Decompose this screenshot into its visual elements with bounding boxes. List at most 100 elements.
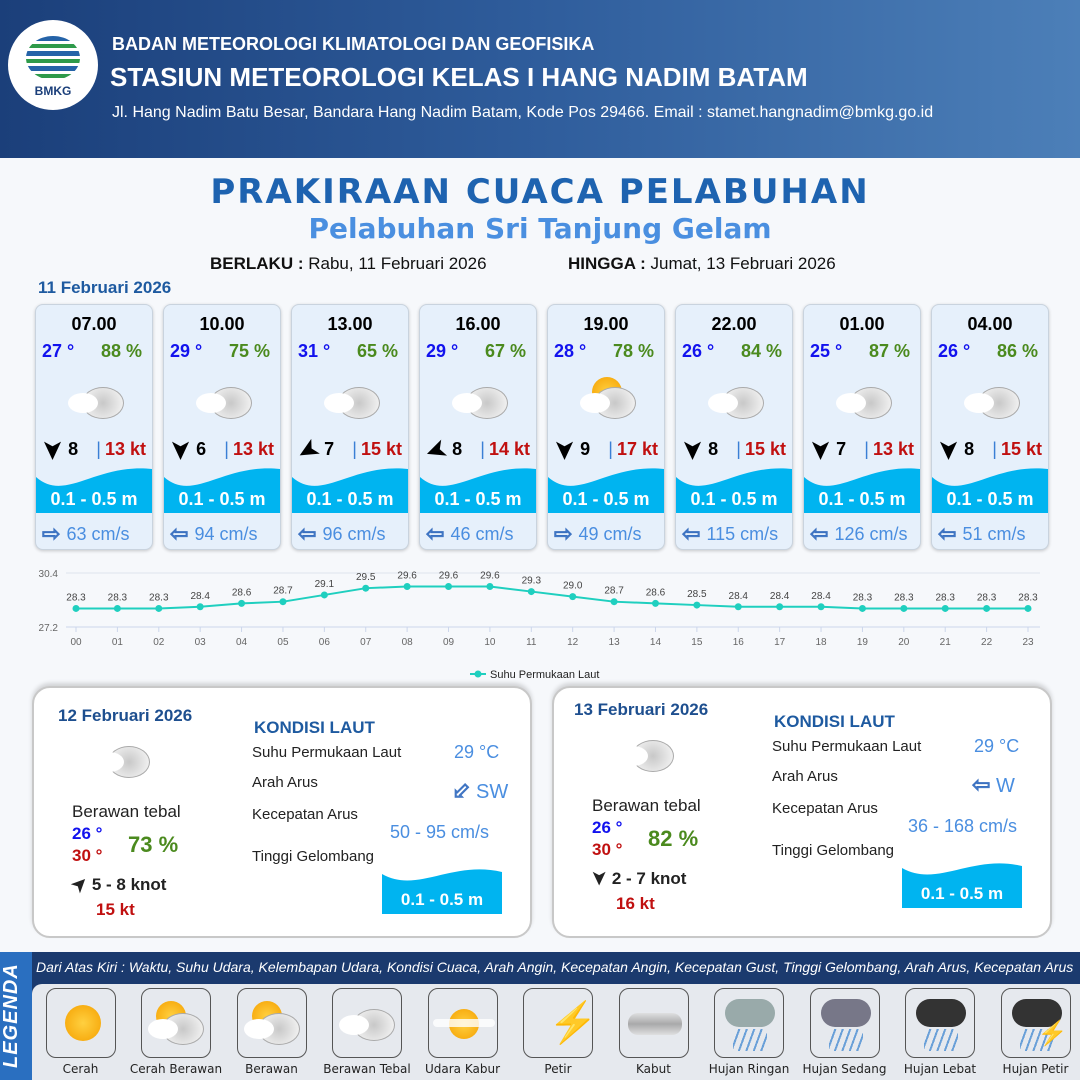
- data-label: 29.6: [397, 571, 417, 582]
- cerah-berawan-icon: [141, 988, 211, 1058]
- sst-value: 29 °C: [454, 742, 500, 762]
- x-tick: 17: [774, 637, 786, 648]
- forecast-card[interactable]: 01.00 25 ° 87 % ➤ 7 | 13 kt 0.1 - 0.5 m ⇦ 1…: [803, 304, 921, 550]
- wave-icon: [902, 863, 1022, 908]
- gust-speed: 13 kt: [232, 439, 274, 459]
- data-label: 28.3: [149, 592, 169, 603]
- air-temp: 25 °: [810, 341, 843, 361]
- legend-marker: [474, 670, 482, 678]
- wave-icon: [382, 869, 502, 914]
- forecast-time: 10.00: [199, 314, 245, 334]
- wave-height: 0.1 - 0.5 m: [178, 489, 266, 509]
- wave-height: 0.1 - 0.5 m: [562, 489, 650, 509]
- station-name: STASIUN METEOROLOGI KELAS I HANG NADIM B…: [110, 62, 808, 92]
- data-point: [651, 599, 659, 607]
- forecast-time: 04.00: [967, 314, 1013, 334]
- current-speed: 96 cm/s: [322, 523, 386, 544]
- sst-label: Suhu Permukaan Laut: [772, 738, 922, 755]
- current-arrow-icon: ⇦: [971, 772, 991, 798]
- data-point: [900, 604, 908, 612]
- legend-description: Dari Atas Kiri : Waktu, Suhu Udara, Kele…: [36, 959, 1074, 975]
- forecast-time: 22.00: [711, 314, 757, 334]
- temp-min: 26 °: [592, 818, 623, 837]
- gust-speed: 13 kt: [872, 439, 914, 459]
- x-tick: 13: [609, 637, 621, 648]
- header-banner: BMKG BADAN METEOROLOGI KLIMATOLOGI DAN G…: [0, 0, 1080, 158]
- data-point: [983, 604, 991, 612]
- y-tick: 30.4: [39, 569, 59, 580]
- data-point: [445, 583, 453, 590]
- wave-height: 0.1 - 0.5 m: [434, 489, 522, 509]
- current-speed: 46 cm/s: [450, 523, 514, 544]
- wind-direction-icon: ➤: [39, 439, 67, 460]
- air-temp: 29 °: [426, 341, 459, 361]
- forecast-card[interactable]: 19.00 28 ° 78 % ➤ 9 | 17 kt 0.1 - 0.5 m ⇨ 4…: [547, 304, 665, 550]
- legend-item-udara-kabur: Udara Kabur: [415, 988, 510, 1076]
- forecast-card[interactable]: 16.00 29 ° 67 % ➤ 8 | 14 kt 0.1 - 0.5 m ⇦ 4…: [419, 304, 537, 550]
- current-arrow-icon: ⇦: [445, 775, 477, 807]
- wind-direction-icon: ➤: [679, 439, 707, 460]
- humidity: 88 %: [100, 341, 142, 361]
- humidity: 65 %: [356, 341, 398, 361]
- condition: Berawan tebal: [72, 802, 181, 821]
- air-temp: 31 °: [298, 341, 331, 361]
- weather-cloud-icon: [450, 377, 514, 421]
- x-tick: 05: [277, 637, 289, 648]
- x-tick: 16: [733, 637, 745, 648]
- port-name: Pelabuhan Sri Tanjung Gelam: [308, 212, 772, 245]
- x-tick: 07: [360, 637, 372, 648]
- legend: LEGENDA Dari Atas Kiri : Waktu, Suhu Uda…: [0, 952, 1080, 1080]
- data-point: [196, 603, 204, 611]
- x-tick: 18: [815, 637, 827, 648]
- page-title: PRAKIRAAN CUACA PELABUHAN: [210, 172, 870, 212]
- weather-cloud-icon: [66, 377, 130, 421]
- panel-date: 13 Februari 2026: [574, 700, 709, 719]
- humidity: 86 %: [996, 341, 1038, 361]
- bmkg-logo: BMKG: [8, 20, 98, 110]
- wind-direction-icon: ➤: [589, 870, 610, 886]
- x-tick: 22: [981, 637, 993, 648]
- current-speed: 51 cm/s: [962, 523, 1026, 544]
- current-arrow-icon: ⇦: [169, 521, 189, 547]
- x-tick: 00: [70, 637, 82, 648]
- current-dir-label: Arah Arus: [252, 774, 318, 791]
- wave-label: Tinggi Gelombang: [252, 848, 375, 865]
- humidity: 67 %: [484, 341, 526, 361]
- current-arrow-icon: ⇦: [937, 521, 957, 547]
- current-speed: 94 cm/s: [194, 523, 258, 544]
- wind-speed: 7: [836, 439, 847, 459]
- forecast-card[interactable]: 04.00 26 ° 86 % ➤ 8 | 15 kt 0.1 - 0.5 m ⇦ 5…: [931, 304, 1049, 550]
- wind-speed: 8: [68, 439, 79, 459]
- kondisi-laut-heading: KONDISI LAUT: [254, 718, 375, 737]
- wind-direction-icon: ➤: [167, 439, 195, 460]
- x-tick: 20: [898, 637, 910, 648]
- forecast-card[interactable]: 10.00 29 ° 75 % ➤ 6 | 13 kt 0.1 - 0.5 m ⇦ 9…: [163, 304, 281, 550]
- wind-direction-icon: ➤: [551, 439, 579, 460]
- legend-item-berawan: Berawan: [224, 988, 319, 1076]
- wave-height: 0.1 - 0.5 m: [818, 489, 906, 509]
- data-point: [113, 604, 121, 612]
- gust-speed: 14 kt: [488, 439, 530, 459]
- air-temp: 26 °: [938, 341, 971, 361]
- forecast-card[interactable]: 13.00 31 ° 65 % ➤ 7 | 15 kt 0.1 - 0.5 m ⇦ 9…: [291, 304, 409, 550]
- data-point: [610, 598, 618, 606]
- wave-height: 0.1 - 0.5 m: [920, 884, 1004, 903]
- kabut-icon: [618, 988, 689, 1058]
- data-label: 28.3: [108, 592, 128, 603]
- station-address: Jl. Hang Nadim Batu Besar, Bandara Hang …: [112, 104, 934, 121]
- sst-value: 29 °C: [974, 736, 1020, 756]
- weather-cloud-icon: [834, 377, 898, 421]
- series-line: [76, 585, 1028, 610]
- legend-item-berawan-tebal: Berawan Tebal: [320, 988, 415, 1076]
- humidity: 87 %: [868, 341, 910, 361]
- wind-speed: 2 - 7 knot: [611, 869, 687, 888]
- forecast-card[interactable]: 22.00 26 ° 84 % ➤ 8 | 15 kt 0.1 - 0.5 m ⇦ 1…: [675, 304, 793, 550]
- gust-speed: 15 kt: [744, 439, 786, 459]
- x-tick: 21: [940, 637, 952, 648]
- legend-item-cerah: Cerah: [33, 988, 128, 1076]
- forecast-card[interactable]: 07.00 27 ° 88 % ➤ 8 | 13 kt 0.1 - 0.5 m ⇨ 6…: [35, 304, 153, 550]
- weather-cloud-icon: [706, 377, 770, 421]
- gust-speed: 17 kt: [616, 439, 658, 459]
- current-speed-label: Kecepatan Arus: [772, 800, 878, 817]
- legend-label: Suhu Permukaan Laut: [490, 669, 599, 680]
